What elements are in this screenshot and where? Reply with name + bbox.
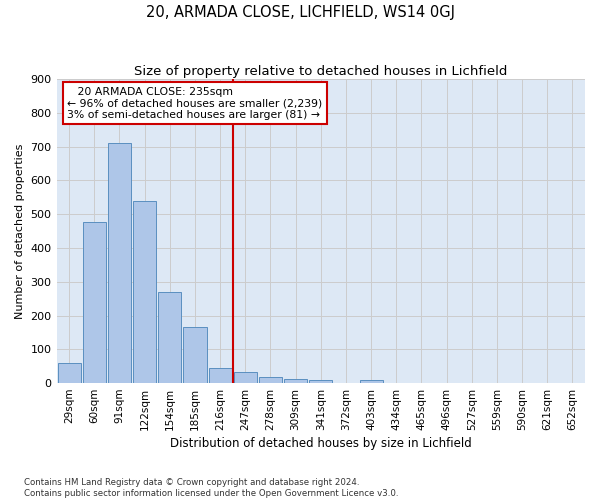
Bar — [309, 380, 332, 383]
Bar — [259, 377, 282, 383]
Text: 20 ARMADA CLOSE: 235sqm
← 96% of detached houses are smaller (2,239)
3% of semi-: 20 ARMADA CLOSE: 235sqm ← 96% of detache… — [67, 87, 322, 120]
Bar — [58, 363, 80, 383]
X-axis label: Distribution of detached houses by size in Lichfield: Distribution of detached houses by size … — [170, 437, 472, 450]
Text: Contains HM Land Registry data © Crown copyright and database right 2024.
Contai: Contains HM Land Registry data © Crown c… — [24, 478, 398, 498]
Bar — [209, 368, 232, 383]
Bar — [133, 202, 156, 383]
Bar — [359, 380, 383, 383]
Bar — [184, 328, 206, 383]
Bar — [284, 378, 307, 383]
Bar — [108, 144, 131, 383]
Title: Size of property relative to detached houses in Lichfield: Size of property relative to detached ho… — [134, 65, 508, 78]
Bar — [234, 372, 257, 383]
Bar — [83, 222, 106, 383]
Text: 20, ARMADA CLOSE, LICHFIELD, WS14 0GJ: 20, ARMADA CLOSE, LICHFIELD, WS14 0GJ — [146, 5, 455, 20]
Y-axis label: Number of detached properties: Number of detached properties — [15, 144, 25, 319]
Bar — [158, 292, 181, 383]
